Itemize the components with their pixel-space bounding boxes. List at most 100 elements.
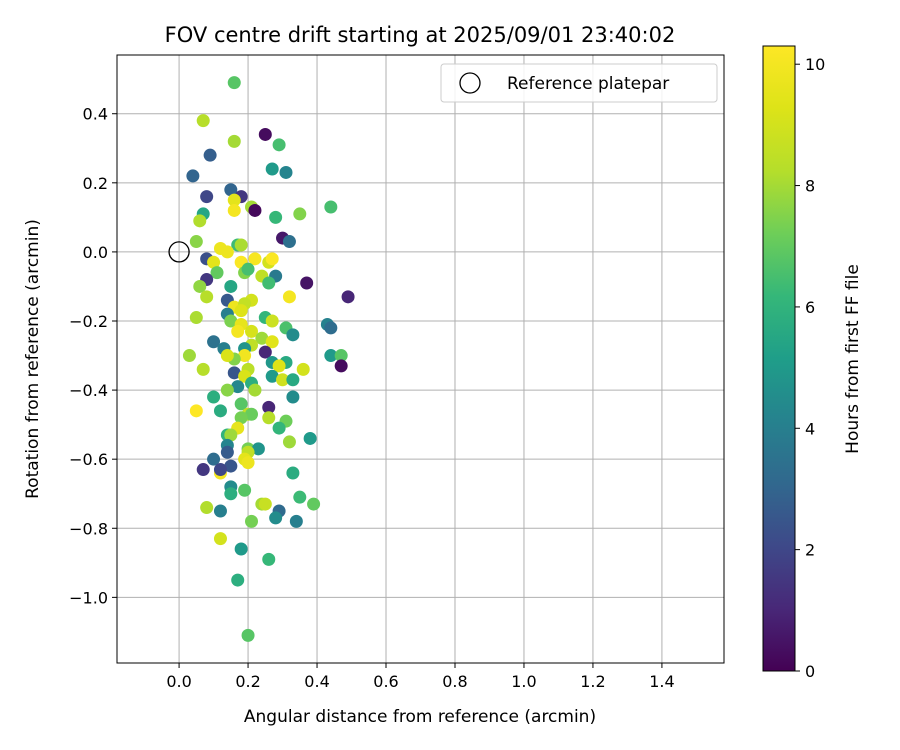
data-point — [248, 203, 262, 217]
data-point — [227, 203, 241, 217]
data-point — [207, 335, 221, 349]
data-point — [334, 359, 348, 373]
data-point — [193, 214, 207, 228]
data-point — [272, 359, 286, 373]
y-tick-label: −0.6 — [69, 450, 108, 469]
data-point — [207, 255, 221, 269]
data-point — [296, 362, 310, 376]
data-point — [262, 400, 276, 414]
colorbar-tick-label: 8 — [805, 177, 815, 196]
x-tick-label: 1.2 — [580, 672, 605, 691]
y-tick-label: −1.0 — [69, 588, 108, 607]
data-point — [282, 235, 296, 249]
data-point — [234, 304, 248, 318]
data-point — [286, 466, 300, 480]
data-point — [245, 514, 259, 528]
data-points — [182, 76, 355, 642]
y-axis-ticks: 0.4 0.2 0.0 −0.2 −0.4 −0.6 −0.8 −1.0 — [69, 105, 117, 607]
data-point — [189, 235, 203, 249]
data-point — [193, 279, 207, 293]
data-point — [213, 404, 227, 418]
data-point — [241, 628, 255, 642]
x-tick-label: 1.4 — [649, 672, 674, 691]
colorbar-ticks: 0 2 4 6 8 10 — [795, 55, 825, 681]
data-point — [293, 207, 307, 221]
data-point — [220, 383, 234, 397]
legend-entry-reference: Reference platepar — [507, 74, 669, 94]
colorbar-tick-label: 6 — [805, 298, 815, 317]
grid — [117, 55, 724, 663]
data-point — [207, 390, 221, 404]
colorbar-tick-label: 10 — [805, 55, 825, 74]
y-tick-label: −0.4 — [69, 381, 108, 400]
data-point — [286, 390, 300, 404]
data-point — [186, 169, 200, 183]
y-axis-label: Rotation from reference (arcmin) — [23, 219, 43, 499]
data-point — [213, 504, 227, 518]
data-point — [300, 276, 314, 290]
data-point — [265, 252, 279, 266]
data-point — [200, 501, 214, 515]
x-tick-label: 0.6 — [373, 672, 398, 691]
data-point — [231, 573, 245, 587]
data-point — [262, 411, 276, 425]
data-point — [241, 262, 255, 276]
x-tick-label: 0.2 — [235, 672, 260, 691]
data-point — [224, 428, 238, 442]
data-point — [258, 345, 272, 359]
data-point — [324, 321, 338, 335]
chart-title: FOV centre drift starting at 2025/09/01 … — [165, 23, 676, 47]
data-point — [224, 279, 238, 293]
legend: Reference platepar — [440, 63, 718, 103]
data-point — [200, 190, 214, 204]
data-point — [234, 411, 248, 425]
data-point — [269, 511, 283, 525]
data-point — [207, 452, 221, 466]
y-tick-label: 0.4 — [83, 105, 108, 124]
x-tick-label: 0.4 — [304, 672, 329, 691]
data-point — [307, 497, 321, 511]
data-point — [265, 162, 279, 176]
data-point — [262, 552, 276, 566]
data-point — [224, 314, 238, 328]
y-tick-label: 0.0 — [83, 243, 108, 262]
data-point — [210, 266, 224, 280]
data-point — [269, 210, 283, 224]
data-point — [241, 456, 255, 470]
x-tick-label: 0.8 — [442, 672, 467, 691]
data-point — [234, 542, 248, 556]
data-point — [234, 238, 248, 252]
data-point — [189, 404, 203, 418]
data-point — [341, 290, 355, 304]
data-point — [220, 245, 234, 259]
data-point — [189, 311, 203, 325]
data-point — [286, 373, 300, 387]
colorbar-tick-label: 0 — [805, 662, 815, 681]
data-point — [182, 349, 196, 363]
data-point — [324, 200, 338, 214]
data-point — [224, 459, 238, 473]
data-point — [276, 373, 290, 387]
y-tick-label: 0.2 — [83, 174, 108, 193]
data-point — [248, 252, 262, 266]
data-point — [238, 349, 252, 363]
data-point — [272, 421, 286, 435]
x-axis-ticks: 0.0 0.2 0.4 0.6 0.8 1.0 1.2 1.4 — [166, 663, 675, 691]
data-point — [227, 134, 241, 148]
data-point — [231, 380, 245, 394]
colorbar — [762, 45, 796, 672]
colorbar-tick-label: 2 — [805, 541, 815, 560]
data-point — [227, 366, 241, 380]
data-point — [196, 114, 210, 128]
colorbar-tick-label: 4 — [805, 419, 815, 438]
data-point — [196, 463, 210, 477]
reference-platepar-marker — [168, 241, 190, 263]
x-axis-label: Angular distance from reference (arcmin) — [244, 707, 596, 727]
plot-frame — [116, 54, 725, 664]
data-point — [248, 383, 262, 397]
data-point — [224, 487, 238, 501]
colorbar-label: Hours from first FF file — [843, 264, 863, 454]
data-point — [293, 490, 307, 504]
reference-marker-layer — [168, 241, 190, 263]
